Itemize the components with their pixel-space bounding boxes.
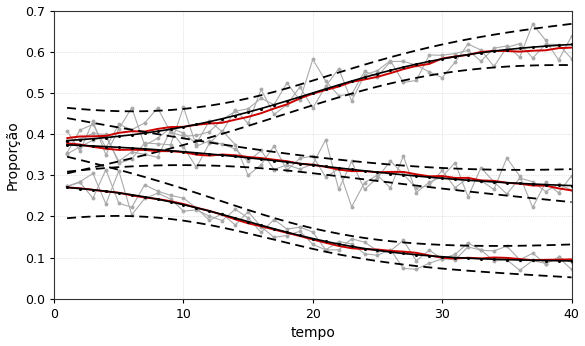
Y-axis label: Proporção: Proporção (5, 120, 19, 190)
X-axis label: tempo: tempo (290, 326, 335, 340)
